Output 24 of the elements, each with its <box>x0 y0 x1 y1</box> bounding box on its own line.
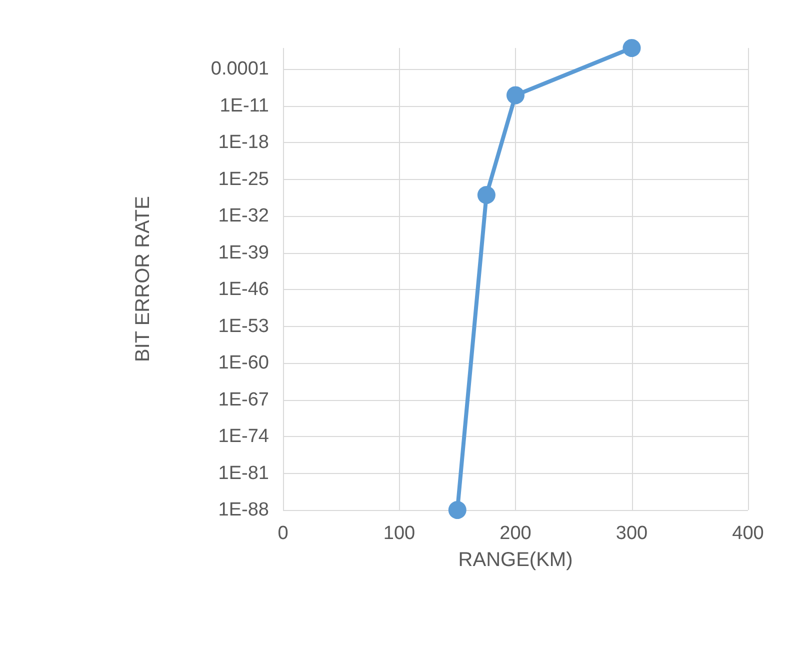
y-tick-label: 1E-18 <box>218 132 269 153</box>
x-tick-label: 400 <box>732 523 764 544</box>
y-tick-label: 1E-67 <box>218 389 269 410</box>
point <box>506 86 524 104</box>
y-tick-label: 1E-11 <box>220 95 269 116</box>
y-tick-label: 1E-53 <box>218 316 269 337</box>
y-tick-label: 1E-32 <box>218 206 269 226</box>
y-tick-label: 1E-74 <box>218 426 270 447</box>
x-tick-label: 100 <box>383 523 416 544</box>
y-tick-label: 1E-81 <box>218 462 269 484</box>
y-tick-label: 0.0001 <box>210 58 269 80</box>
y-tick-label: 1E-88 <box>218 500 269 520</box>
x-axis-title: RANGE(KM) <box>458 549 573 571</box>
point <box>622 39 641 57</box>
x-tick-label: 200 <box>500 523 532 544</box>
y-tick-label: 1E-25 <box>218 168 269 190</box>
y-tick-label: 1E-39 <box>218 242 269 264</box>
x-tick-label: 0 <box>278 523 288 544</box>
point <box>448 501 466 519</box>
y-tick-label: 1E-46 <box>218 279 269 300</box>
y-axis-title: BIT ERROR RATE <box>132 196 154 362</box>
x-tick-label: 300 <box>616 523 648 544</box>
y-tick-label: 1E-60 <box>218 352 269 374</box>
point <box>477 186 496 204</box>
